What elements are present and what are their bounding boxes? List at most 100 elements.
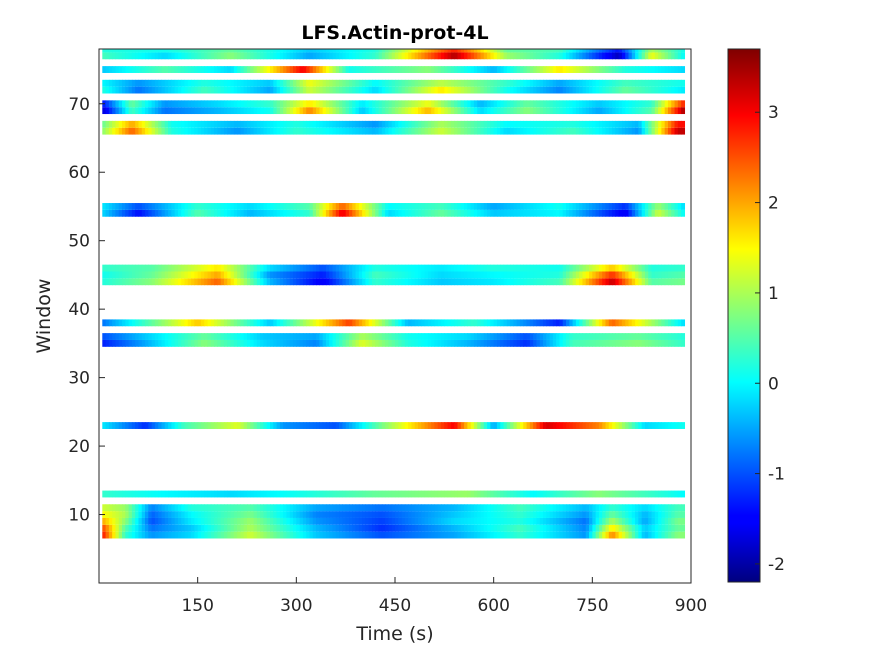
heatmap-cell: [289, 271, 294, 279]
heatmap-cell: [332, 531, 337, 539]
heatmap-cell: [671, 86, 676, 94]
heatmap-cell: [404, 79, 409, 87]
heatmap-cell: [102, 107, 107, 115]
heatmap-cell: [352, 264, 357, 272]
heatmap-cell: [168, 203, 172, 210]
heatmap-cell: [444, 79, 449, 87]
heatmap-cell: [575, 86, 580, 94]
heatmap-cell: [575, 203, 580, 210]
heatmap-cell: [237, 127, 242, 135]
heatmap-cell: [628, 504, 633, 512]
heatmap-cell: [250, 264, 255, 272]
heatmap-cell: [467, 490, 472, 498]
heatmap-cell: [536, 504, 541, 512]
heatmap-cell: [194, 504, 199, 512]
heatmap-cell: [181, 127, 186, 135]
heatmap-cell: [204, 511, 209, 518]
colorbar: [727, 48, 761, 583]
heatmap-cell: [460, 86, 465, 94]
heatmap-cell: [674, 339, 679, 347]
heatmap-cell: [210, 271, 215, 279]
heatmap-cell: [332, 319, 337, 327]
heatmap-cell: [171, 517, 176, 525]
heatmap-cell: [559, 504, 564, 512]
heatmap-cell: [342, 517, 347, 525]
heatmap-cell: [411, 203, 416, 210]
heatmap-cell: [296, 203, 301, 210]
heatmap-cell: [661, 120, 666, 128]
heatmap-cell: [358, 49, 363, 53]
heatmap-cell: [306, 52, 311, 60]
heatmap-cell: [470, 52, 475, 60]
heatmap-cell: [135, 264, 140, 272]
heatmap-cell: [575, 49, 580, 53]
heatmap-cell: [138, 517, 143, 525]
heatmap-cell: [289, 511, 294, 518]
heatmap-row: [102, 86, 686, 94]
heatmap-cell: [546, 127, 551, 135]
heatmap-cell: [477, 339, 482, 347]
heatmap-cell: [493, 524, 498, 532]
heatmap-cell: [108, 319, 113, 327]
heatmap-cell: [388, 66, 393, 73]
heatmap-cell: [319, 79, 324, 87]
heatmap-cell: [546, 339, 551, 347]
heatmap-cell: [102, 490, 107, 498]
heatmap-cell: [457, 422, 462, 429]
heatmap-cell: [135, 339, 140, 347]
heatmap-cell: [549, 127, 554, 135]
heatmap-cell: [214, 339, 218, 347]
heatmap-cell: [256, 86, 261, 94]
heatmap-cell: [135, 203, 140, 210]
heatmap-cell: [460, 319, 465, 327]
heatmap-cell: [621, 127, 626, 135]
heatmap-cell: [296, 127, 301, 135]
heatmap-cell: [615, 333, 620, 340]
heatmap-cell: [441, 203, 445, 210]
heatmap-cell: [358, 127, 363, 135]
heatmap-cell: [371, 517, 376, 525]
heatmap-cell: [493, 127, 498, 135]
heatmap-cell: [141, 422, 146, 429]
heatmap-cell: [621, 100, 626, 108]
heatmap-cell: [651, 49, 656, 53]
heatmap-cell: [427, 504, 432, 512]
heatmap-cell: [145, 278, 149, 286]
heatmap-cell: [312, 517, 317, 525]
heatmap-cell: [223, 100, 228, 108]
heatmap-cell: [263, 264, 268, 272]
heatmap-cell: [519, 264, 524, 272]
heatmap-cell: [638, 79, 643, 87]
heatmap-cell: [145, 86, 149, 94]
heatmap-cell: [437, 127, 442, 135]
heatmap-cell: [210, 278, 215, 286]
heatmap-cell: [158, 203, 163, 210]
heatmap-cell: [602, 127, 607, 135]
heatmap-cell: [240, 209, 245, 217]
heatmap-cell: [625, 86, 630, 94]
heatmap-cell: [342, 49, 347, 53]
heatmap-cell: [543, 209, 547, 217]
heatmap-cell: [138, 107, 143, 115]
heatmap-cell: [464, 339, 468, 347]
heatmap-cell: [112, 86, 117, 94]
heatmap-cell: [204, 490, 209, 498]
heatmap-cell: [141, 319, 146, 327]
heatmap-cell: [658, 422, 662, 429]
heatmap-cell: [437, 422, 442, 429]
heatmap-cell: [618, 79, 623, 87]
heatmap-cell: [546, 271, 551, 279]
heatmap-cell: [210, 531, 215, 539]
heatmap-cell: [566, 271, 570, 279]
heatmap-cell: [464, 107, 468, 115]
heatmap-cell: [572, 52, 577, 60]
heatmap-cell: [131, 490, 136, 498]
heatmap-cell: [151, 107, 156, 115]
heatmap-cell: [454, 100, 459, 108]
heatmap-cell: [572, 511, 577, 518]
heatmap-cell: [214, 278, 218, 286]
heatmap-cell: [500, 100, 505, 108]
heatmap-cell: [490, 278, 495, 286]
heatmap-cell: [391, 86, 396, 94]
heatmap-cell: [487, 511, 491, 518]
